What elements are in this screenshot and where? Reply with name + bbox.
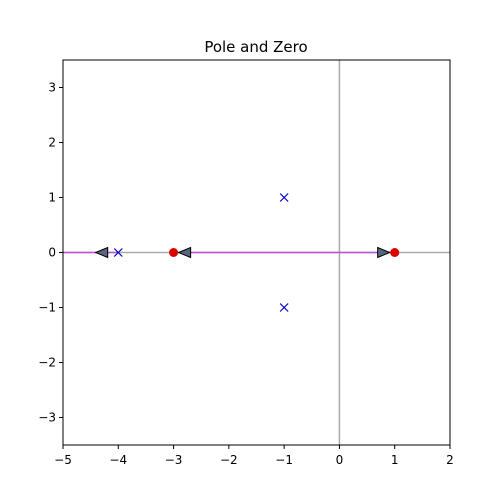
x-tick-label-3: −2	[220, 453, 238, 467]
plot-area: −5 −4 −3 −2 −1 0 1 2 −3 −2 −1 0 1 2 3	[38, 59, 454, 467]
pole-marker-2	[113, 248, 123, 257]
x-tick-label-1: −4	[109, 453, 127, 467]
zero-marker-1	[390, 248, 400, 257]
x-tick-label-7: 2	[446, 453, 454, 467]
pole-marker-1	[279, 303, 289, 312]
y-tick-label-6: 3	[48, 81, 56, 95]
pole-marker-stroke-b	[279, 193, 289, 202]
direction-arrow-2	[377, 246, 391, 259]
direction-arrow-1	[177, 246, 192, 259]
y-tick-label-0: −3	[38, 411, 56, 425]
x-tick-label-2: −3	[165, 453, 183, 467]
plot-data-group	[63, 60, 450, 445]
direction-arrow-0	[94, 246, 109, 259]
chart-title: Pole and Zero	[204, 38, 307, 56]
zero-marker-0	[169, 248, 179, 257]
y-tick-label-2: −1	[38, 301, 56, 315]
x-tick-label-6: 1	[391, 453, 399, 467]
y-tick-label-1: −2	[38, 356, 56, 370]
x-tick-label-4: −1	[275, 453, 293, 467]
pole-marker-0	[279, 193, 289, 202]
pole-marker-stroke-b	[279, 303, 289, 312]
y-tick-label-5: 2	[48, 136, 56, 150]
y-tick-label-3: 0	[48, 246, 56, 260]
y-tick-label-4: 1	[48, 191, 56, 205]
x-tick-label-0: −5	[54, 453, 72, 467]
x-tick-label-5: 0	[336, 453, 344, 467]
pole-marker-stroke-b	[113, 248, 123, 257]
